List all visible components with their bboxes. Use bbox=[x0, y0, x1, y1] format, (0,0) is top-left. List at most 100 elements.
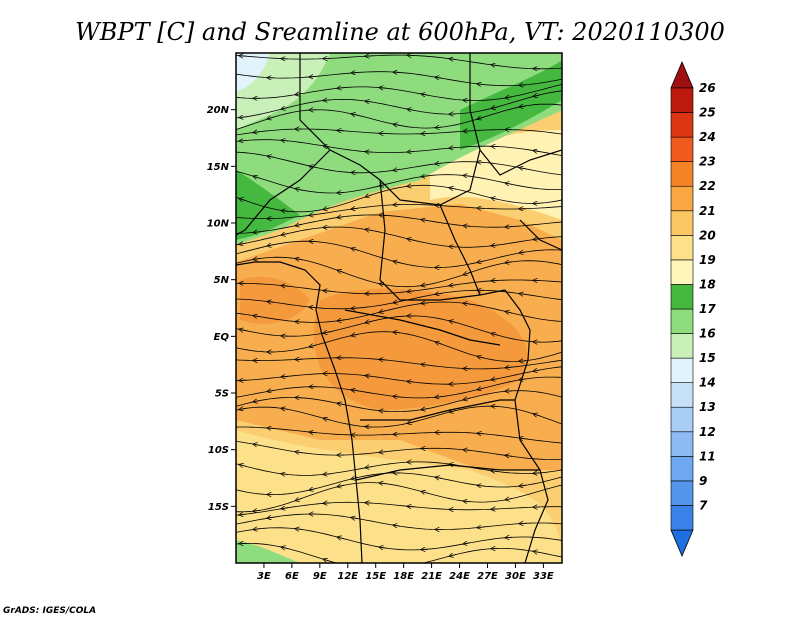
colorbar-label: 20 bbox=[699, 228, 716, 242]
streamline-arrow bbox=[507, 262, 513, 263]
streamline-arrow bbox=[297, 224, 303, 225]
streamline-arrow bbox=[465, 501, 471, 502]
streamline-arrow bbox=[465, 398, 471, 399]
streamline-arrow bbox=[339, 404, 345, 405]
colorbar-swatch bbox=[670, 161, 694, 187]
streamline-arrow bbox=[367, 467, 373, 468]
colorbar-label: 24 bbox=[699, 130, 716, 144]
streamline-arrow bbox=[381, 360, 387, 361]
streamline-arrow bbox=[409, 109, 415, 110]
lat-tick-label: 20N bbox=[207, 105, 230, 116]
streamline-arrow bbox=[395, 397, 401, 398]
streamline-arrow bbox=[269, 156, 275, 157]
streamline-arrow bbox=[479, 117, 485, 119]
streamline-arrow bbox=[255, 444, 261, 445]
streamline-arrow bbox=[381, 452, 387, 453]
streamline-arrow bbox=[367, 230, 373, 231]
streamline-arrow bbox=[535, 552, 541, 553]
lon-tick-label: 24E bbox=[449, 571, 470, 582]
streamline-arrow bbox=[311, 307, 317, 308]
streamline-arrow bbox=[255, 316, 261, 317]
streamline-arrow bbox=[311, 432, 317, 433]
colorbar-swatch bbox=[670, 333, 694, 359]
streamline-arrow bbox=[395, 125, 401, 126]
streamline bbox=[236, 170, 562, 194]
streamline-arrow bbox=[437, 127, 443, 128]
colorbar-swatch bbox=[670, 431, 694, 457]
streamline-arrow bbox=[451, 285, 457, 286]
streamline-arrow bbox=[409, 186, 415, 187]
streamline-arrow bbox=[479, 388, 485, 389]
colorbar-label: 17 bbox=[699, 302, 716, 316]
streamline bbox=[236, 482, 562, 513]
streamline-arrow bbox=[479, 527, 485, 528]
lon-tick-label: 15E bbox=[365, 571, 386, 582]
colorbar-label: 23 bbox=[699, 155, 716, 169]
lat-tick-label: 15N bbox=[207, 162, 230, 173]
streamline-arrow bbox=[465, 543, 471, 544]
streamline-arrow bbox=[465, 226, 471, 227]
streamline bbox=[236, 390, 562, 413]
streamline-arrow bbox=[353, 249, 359, 251]
streamline-arrow bbox=[535, 151, 541, 152]
colorbar-swatch bbox=[670, 235, 694, 261]
streamline-arrow bbox=[493, 245, 499, 246]
lat-tick-label: EQ bbox=[214, 332, 230, 343]
streamline-arrow bbox=[395, 169, 401, 170]
streamline-arrow bbox=[269, 117, 275, 119]
streamline-arrow bbox=[493, 65, 499, 66]
streamline bbox=[236, 301, 562, 323]
streamline bbox=[236, 83, 562, 101]
streamline-arrow bbox=[353, 518, 359, 519]
streamline-arrow bbox=[409, 422, 415, 423]
streamline-arrow bbox=[283, 108, 289, 109]
streamline-arrow bbox=[395, 302, 401, 303]
lat-tick-label: 5S bbox=[215, 389, 229, 400]
streamline-arrow bbox=[507, 97, 513, 98]
streamline-arrow bbox=[241, 199, 247, 201]
streamline bbox=[236, 357, 562, 370]
lon-tick-label: 9E bbox=[313, 571, 327, 582]
streamline-arrow bbox=[283, 474, 289, 475]
map-title: WBPT [C] and Sreamline at 600hPa, VT: 20… bbox=[75, 18, 725, 46]
streamline-arrow bbox=[507, 456, 513, 457]
colorbar-swatch bbox=[670, 357, 694, 383]
colorbar-arrow-low bbox=[670, 529, 694, 558]
streamline-arrow bbox=[465, 273, 471, 275]
streamline-arrow bbox=[395, 262, 401, 263]
streamline bbox=[236, 256, 562, 288]
streamline-arrow bbox=[241, 465, 247, 466]
streamline-arrow bbox=[535, 95, 541, 96]
streamline-arrow bbox=[409, 382, 415, 383]
streamline-arrow bbox=[241, 117, 247, 118]
map-frame bbox=[235, 52, 563, 564]
streamline-arrow bbox=[493, 334, 499, 336]
streamline-arrow bbox=[297, 189, 303, 190]
streamline-arrow bbox=[255, 259, 261, 260]
streamline-arrow bbox=[423, 176, 429, 177]
streamline-arrow bbox=[479, 486, 485, 487]
streamline-arrow bbox=[241, 514, 247, 515]
streamline bbox=[236, 214, 562, 234]
shade-patch-deep-orange-2 bbox=[240, 276, 310, 324]
streamline-arrow bbox=[381, 88, 387, 89]
streamline-arrow bbox=[353, 334, 359, 335]
lon-tick-label: 30E bbox=[505, 571, 526, 582]
streamline-arrow bbox=[479, 261, 485, 262]
streamline-arrow bbox=[241, 330, 247, 331]
streamline-arrow bbox=[493, 198, 499, 199]
streamline-arrow bbox=[353, 390, 359, 391]
streamline bbox=[236, 527, 562, 551]
streamline-arrow bbox=[451, 188, 457, 189]
colorbar-swatch bbox=[670, 87, 694, 113]
streamline-arrow bbox=[311, 345, 317, 346]
streamline-arrow bbox=[367, 376, 373, 377]
streamline-arrow bbox=[283, 508, 289, 509]
streamline-arrow bbox=[353, 114, 359, 115]
colorbar-swatch bbox=[670, 406, 694, 433]
map-panel: 20N 15N 10N 5N EQ 5S 10S 15S 3E 6E 9E 12E 15E 18E 21E… bbox=[207, 52, 563, 582]
colorbar-swatch bbox=[670, 308, 694, 334]
streamline-arrow bbox=[325, 291, 331, 292]
colorbar-label: 18 bbox=[699, 277, 716, 291]
streamline-arrow bbox=[493, 471, 499, 472]
